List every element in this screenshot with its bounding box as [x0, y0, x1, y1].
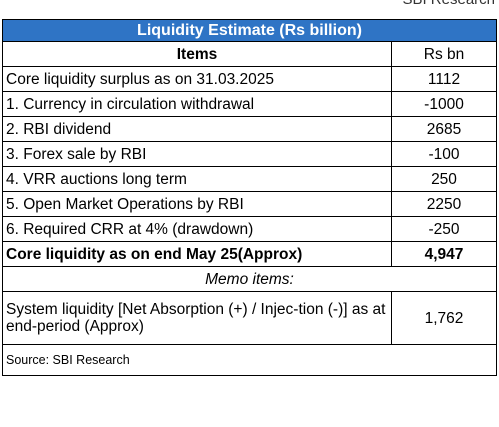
title-row: Liquidity Estimate (Rs billion) — [2, 19, 497, 42]
table-row: Core liquidity as on end May 25(Approx) 4… — [2, 241, 497, 267]
table-row: 2. RBI dividend 2685 — [2, 116, 497, 142]
table-row: 3. Forex sale by RBI -100 — [2, 141, 497, 167]
column-header: Rs bn — [391, 41, 497, 67]
item-label: Core liquidity surplus as on 31.03.2025 — [2, 66, 392, 92]
item-value: -100 — [391, 141, 497, 167]
item-label: Core liquidity as on end May 25(Approx) — [2, 241, 392, 267]
table-row: 5. Open Market Operations by RBI 2250 — [2, 191, 497, 217]
item-value: 4,947 — [391, 241, 497, 267]
item-label: System liquidity [Net Absorption (+) / I… — [2, 291, 392, 345]
source: Source: SBI Research — [2, 344, 497, 376]
liquidity-table: Liquidity Estimate (Rs billion) Items Rs… — [2, 19, 497, 376]
item-value: -250 — [391, 216, 497, 242]
item-label: 2. RBI dividend — [2, 116, 392, 142]
item-label: 6. Required CRR at 4% (drawdown) — [2, 216, 392, 242]
watermark: SBI Research — [402, 0, 495, 8]
header-row: Items Rs bn — [2, 41, 497, 67]
item-label: 4. VRR auctions long term — [2, 166, 392, 192]
item-label: 5. Open Market Operations by RBI — [2, 191, 392, 217]
memo-label: Memo items: — [2, 266, 497, 292]
item-value: 250 — [391, 166, 497, 192]
item-value: 2685 — [391, 116, 497, 142]
memo-row: Memo items: — [2, 266, 497, 292]
table-row: Core liquidity surplus as on 31.03.2025 1… — [2, 66, 497, 92]
table-row: 6. Required CRR at 4% (drawdown) -250 — [2, 216, 497, 242]
item-label: 3. Forex sale by RBI — [2, 141, 392, 167]
item-label: 1. Currency in circulation withdrawal — [2, 91, 392, 117]
item-value: 1112 — [391, 66, 497, 92]
item-value: -1000 — [391, 91, 497, 117]
table-row: 4. VRR auctions long term 250 — [2, 166, 497, 192]
item-value: 1,762 — [391, 291, 497, 345]
table-title: Liquidity Estimate (Rs billion) — [2, 19, 497, 42]
source-row: Source: SBI Research — [2, 344, 497, 376]
table-row: 1. Currency in circulation withdrawal -10… — [2, 91, 497, 117]
item-value: 2250 — [391, 191, 497, 217]
column-header: Items — [2, 41, 392, 67]
table-row: System liquidity [Net Absorption (+) / I… — [2, 291, 497, 345]
